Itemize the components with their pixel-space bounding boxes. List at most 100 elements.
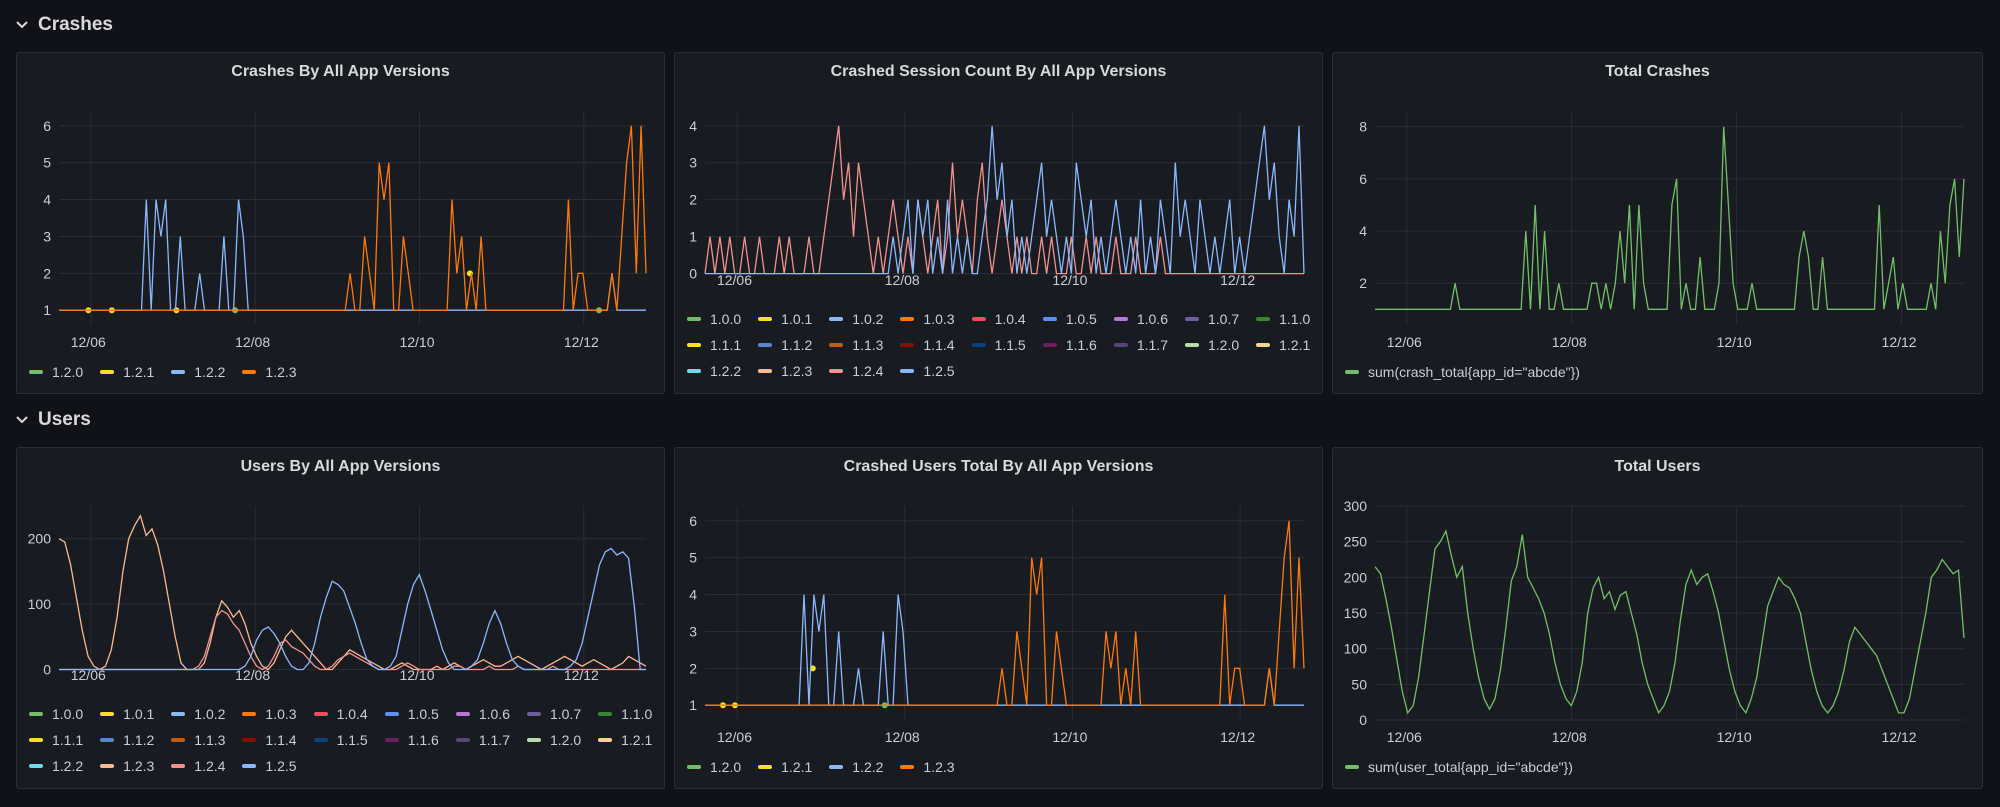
legend-item[interactable]: 1.2.3	[100, 757, 154, 774]
legend-item[interactable]: 1.0.7	[526, 705, 581, 722]
legend-label: 1.1.6	[1065, 336, 1097, 353]
legend-item[interactable]: 1.0.0	[687, 310, 741, 327]
legend-item[interactable]: 1.0.4	[971, 310, 1026, 327]
legend-item[interactable]: 1.2.4	[829, 362, 883, 379]
legend-item[interactable]: 1.1.6	[1042, 336, 1097, 353]
legend-item[interactable]: 1.1.7	[455, 731, 510, 748]
panel-title: Crashed Session Count By All App Version…	[830, 63, 1167, 80]
panel-total-crashes[interactable]: Total Crashes 2 4 6 8 12/06 12/08 12/10 12/12 s…	[1332, 52, 1983, 394]
legend-item[interactable]: 1.0.5	[384, 705, 439, 722]
chevron-down-icon	[16, 21, 28, 29]
legend-item[interactable]: 1.1.1	[687, 336, 741, 353]
legend-item[interactable]: 1.2.0	[29, 363, 83, 380]
legend-item[interactable]: 1.2.1	[1256, 336, 1310, 353]
x-tick-label: 12/12	[1882, 729, 1917, 745]
legend-label: 1.2.0	[710, 758, 742, 775]
legend-item[interactable]: 1.2.3	[758, 362, 812, 379]
x-tick-label: 12/08	[885, 272, 920, 288]
legend-item[interactable]: 1.0.1	[100, 705, 154, 722]
y-tick-label: 3	[689, 623, 697, 639]
panel-total-users[interactable]: Total Users 0 50 100 150 200 250 300 12/06 12/08…	[1332, 447, 1983, 789]
legend-item[interactable]: 1.0.5	[1042, 310, 1097, 327]
legend-item[interactable]: 1.2.5	[242, 757, 297, 774]
legend-item[interactable]: 1.2.0	[687, 758, 741, 775]
legend-label: 1.0.4	[336, 705, 368, 722]
y-tick-label: 250	[1344, 534, 1368, 550]
legend-label: 1.2.3	[781, 362, 813, 379]
y-tick-label: 4	[689, 587, 697, 603]
legend-label: 1.2.4	[852, 362, 884, 379]
row-header-crashes[interactable]: Crashes	[14, 10, 113, 40]
legend-swatch	[100, 737, 115, 742]
legend-item[interactable]: 1.2.2	[29, 757, 83, 774]
series-line	[59, 125, 647, 311]
legend-item[interactable]: 1.1.4	[900, 336, 955, 353]
legend-label: 1.0.1	[123, 705, 155, 722]
legend-item[interactable]: 1.1.3	[829, 336, 883, 353]
series-line	[1374, 529, 1965, 715]
legend-item[interactable]: 1.2.3	[242, 363, 297, 380]
legend-item[interactable]: 1.2.1	[100, 363, 154, 380]
legend-item[interactable]: 1.2.2	[829, 758, 883, 775]
legend-item[interactable]: 1.2.0	[526, 731, 581, 748]
legend-item[interactable]: 1.2.1	[598, 731, 652, 748]
legend-item[interactable]: 1.2.4	[171, 757, 225, 774]
chart-crashed-users-total: 1 2 3 4 5 6 12/06 12/08 12/10 12/12	[689, 506, 1305, 745]
legend-label: 1.0.6	[1136, 310, 1168, 327]
row-header-users[interactable]: Users	[14, 405, 91, 435]
legend-swatch	[171, 737, 186, 742]
legend-item[interactable]: 1.1.0	[598, 705, 652, 722]
legend-item[interactable]: 1.2.2	[171, 363, 225, 380]
legend-item[interactable]: 1.1.0	[1256, 310, 1310, 327]
legend-item[interactable]: 1.0.2	[171, 705, 225, 722]
legend-item[interactable]: 1.0.7	[1184, 310, 1239, 327]
y-tick-label: 1	[689, 229, 697, 245]
series-line	[705, 125, 1305, 275]
legend-item[interactable]: 1.1.4	[242, 731, 297, 748]
legend-label: 1.2.0	[1207, 336, 1240, 353]
legend-label: 1.1.1	[52, 731, 84, 748]
legend-swatch	[242, 369, 257, 374]
legend-item[interactable]: 1.2.1	[758, 758, 812, 775]
legend-swatch	[100, 711, 115, 716]
legend-label: 1.2.4	[194, 757, 226, 774]
legend-item[interactable]: 1.0.1	[758, 310, 812, 327]
panel-users-by-version[interactable]: Users By All App Versions 0 100 200 12/06 12…	[16, 447, 665, 789]
legend-label: 1.2.5	[265, 757, 297, 774]
legend-item[interactable]: 1.0.4	[313, 705, 368, 722]
legend-item[interactable]: 1.1.5	[313, 731, 368, 748]
legend-item[interactable]: 1.2.5	[900, 362, 955, 379]
legend-label: 1.2.0	[52, 363, 84, 380]
legend-swatch	[242, 737, 257, 742]
legend-item[interactable]: 1.1.5	[971, 336, 1026, 353]
legend-item[interactable]: 1.0.6	[455, 705, 510, 722]
legend-item[interactable]: sum(user_total{app_id="abcde"})	[1345, 758, 1573, 775]
y-tick-label: 2	[689, 192, 697, 208]
legend-swatch	[171, 711, 186, 716]
panel-crashed-session-count[interactable]: Crashed Session Count By All App Version…	[674, 52, 1323, 394]
legend-item[interactable]: 1.1.1	[29, 731, 83, 748]
panel-crashed-users-total[interactable]: Crashed Users Total By All App Versions …	[674, 447, 1323, 789]
legend-item[interactable]: 1.1.2	[100, 731, 154, 748]
legend-item[interactable]: 1.0.0	[29, 705, 83, 722]
legend-item[interactable]: 1.0.6	[1113, 310, 1168, 327]
y-tick-label: 6	[1359, 171, 1367, 187]
legend-label: 1.0.0	[52, 705, 84, 722]
panel-crashes-by-version[interactable]: Crashes By All App Versions 1 2 3 4 5 6 12/06 1…	[16, 52, 665, 394]
legend-item[interactable]: sum(crash_total{app_id="abcde"})	[1345, 363, 1580, 380]
legend-item[interactable]: 1.2.3	[900, 758, 955, 775]
legend-item[interactable]: 1.0.3	[242, 705, 297, 722]
legend-item[interactable]: 1.2.2	[687, 362, 741, 379]
legend-item[interactable]: 1.1.2	[758, 336, 812, 353]
legend-item[interactable]: 1.1.7	[1113, 336, 1168, 353]
legend-item[interactable]: 1.0.2	[829, 310, 883, 327]
legend-item[interactable]: 1.1.6	[384, 731, 439, 748]
y-tick-label: 3	[689, 155, 697, 171]
legend-label: 1.0.3	[923, 310, 955, 327]
legend-item[interactable]: 1.0.3	[900, 310, 955, 327]
legend-swatch	[829, 316, 844, 321]
legend-swatch	[900, 316, 915, 321]
legend-item[interactable]: 1.1.3	[171, 731, 225, 748]
legend-item[interactable]: 1.2.0	[1184, 336, 1240, 353]
y-tick-label: 5	[689, 550, 697, 566]
